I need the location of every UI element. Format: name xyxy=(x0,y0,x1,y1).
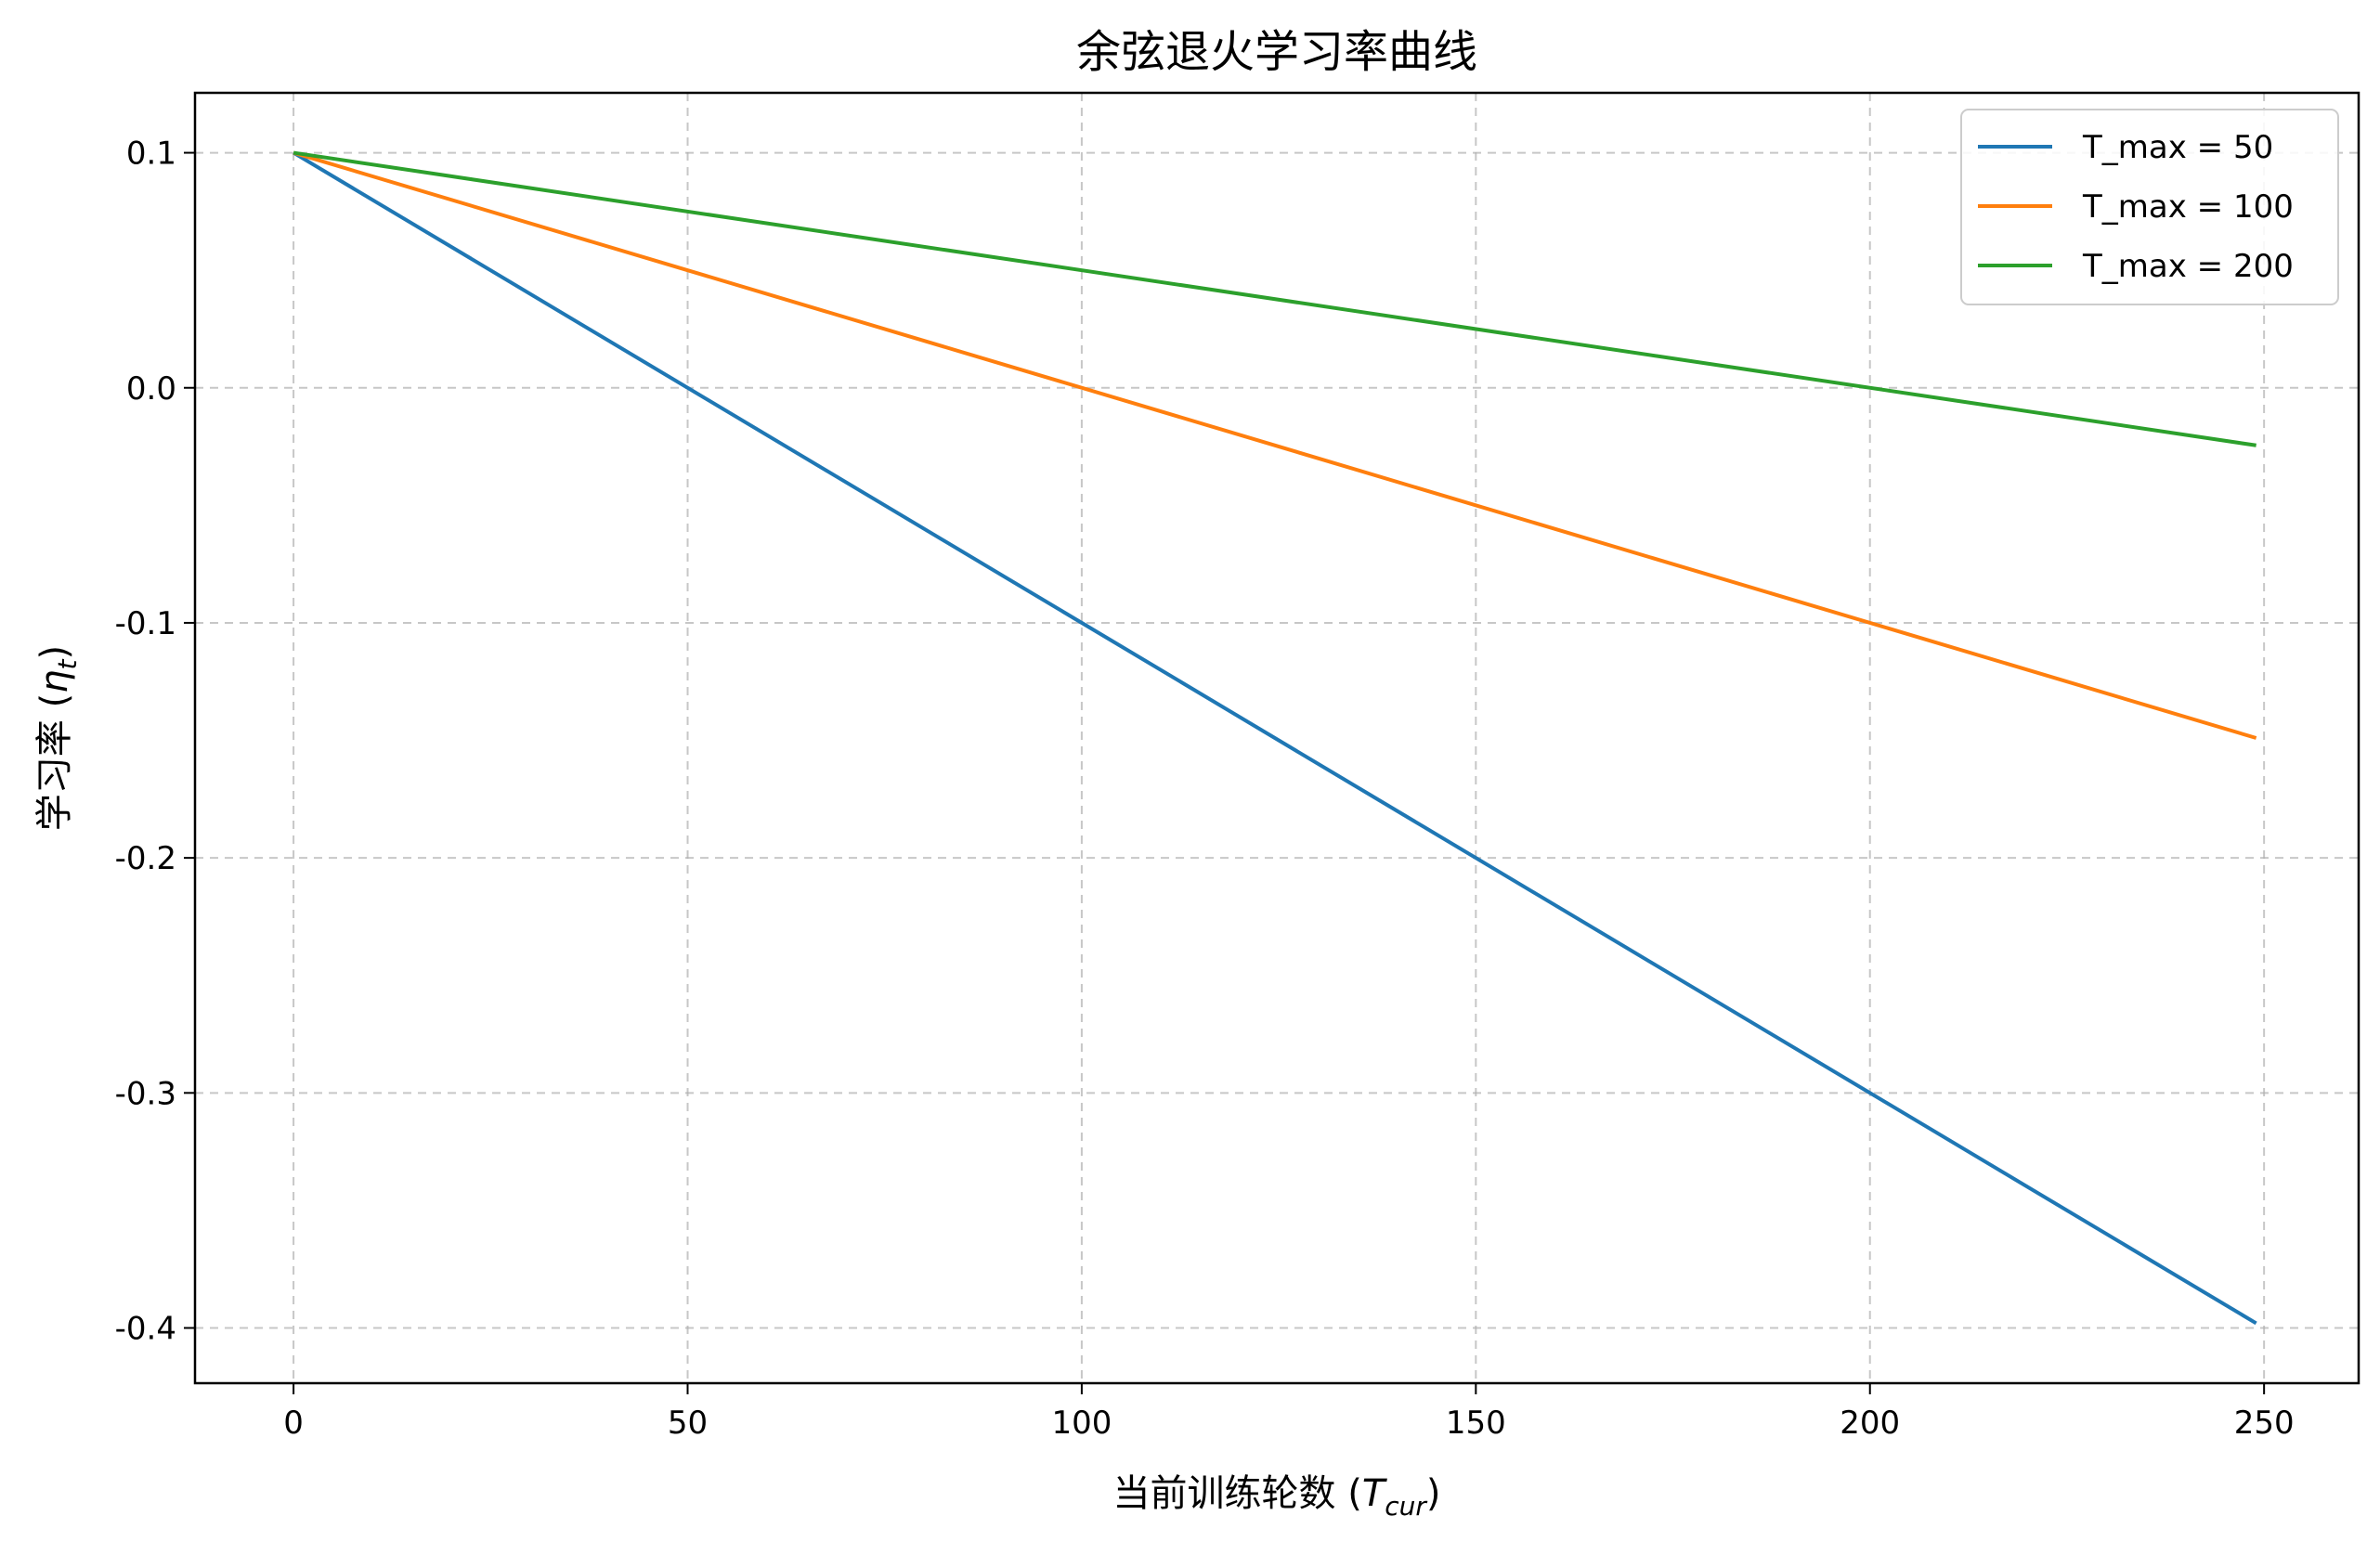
y-tick-label: -0.3 xyxy=(115,1075,176,1112)
x-tick-label: 100 xyxy=(1051,1405,1112,1442)
y-axis-title-sub: t xyxy=(52,658,83,669)
x-axis-title-main: 当前训练轮数 ( xyxy=(1112,1472,1361,1515)
series-lines xyxy=(293,150,2257,1326)
x-tick-label: 250 xyxy=(2234,1405,2295,1442)
x-axis-title-close: ) xyxy=(1426,1472,1441,1515)
legend-label-1: T_max = 50 xyxy=(2082,129,2273,166)
legend-box xyxy=(1960,109,2339,305)
plot-area-frame xyxy=(193,91,2360,1385)
x-axis-title-var: T xyxy=(1362,1472,1388,1515)
chart-title: 余弦退火学习率曲线 xyxy=(1076,26,1477,78)
x-axis-title: 当前训练轮数 (Tcur) xyxy=(1112,1472,1440,1522)
y-axis-title-main: 学习率 ( xyxy=(33,693,76,831)
series-line-2 xyxy=(293,150,2257,740)
y-axis-ticks: 0.1 0.0 -0.1 -0.2 -0.3 -0.4 xyxy=(115,136,195,1348)
series-line-1 xyxy=(293,150,2257,1326)
x-axis-title-sub: cur xyxy=(1385,1491,1427,1522)
legend: T_max = 50 T_max = 100 T_max = 200 xyxy=(1960,109,2339,305)
y-tick-label: -0.1 xyxy=(115,605,176,642)
x-axis-ticks: 0 50 100 150 200 250 xyxy=(283,1383,2295,1442)
x-tick-label: 200 xyxy=(1840,1405,1900,1442)
y-axis-title-var: η xyxy=(33,669,76,693)
x-tick-label: 0 xyxy=(283,1405,304,1442)
series-line-3 xyxy=(293,150,2256,447)
y-tick-label: -0.2 xyxy=(115,840,176,877)
legend-label-3: T_max = 200 xyxy=(2082,248,2294,285)
legend-label-2: T_max = 100 xyxy=(2082,188,2294,226)
y-tick-label: 0.0 xyxy=(126,370,176,408)
y-tick-label: -0.4 xyxy=(115,1311,176,1348)
y-axis-title: 学习率 (ηt) xyxy=(33,645,83,831)
y-tick-label: 0.1 xyxy=(126,136,176,173)
x-tick-label: 150 xyxy=(1446,1405,1506,1442)
y-axis-title-close: ) xyxy=(33,645,76,660)
x-tick-label: 50 xyxy=(668,1405,708,1442)
